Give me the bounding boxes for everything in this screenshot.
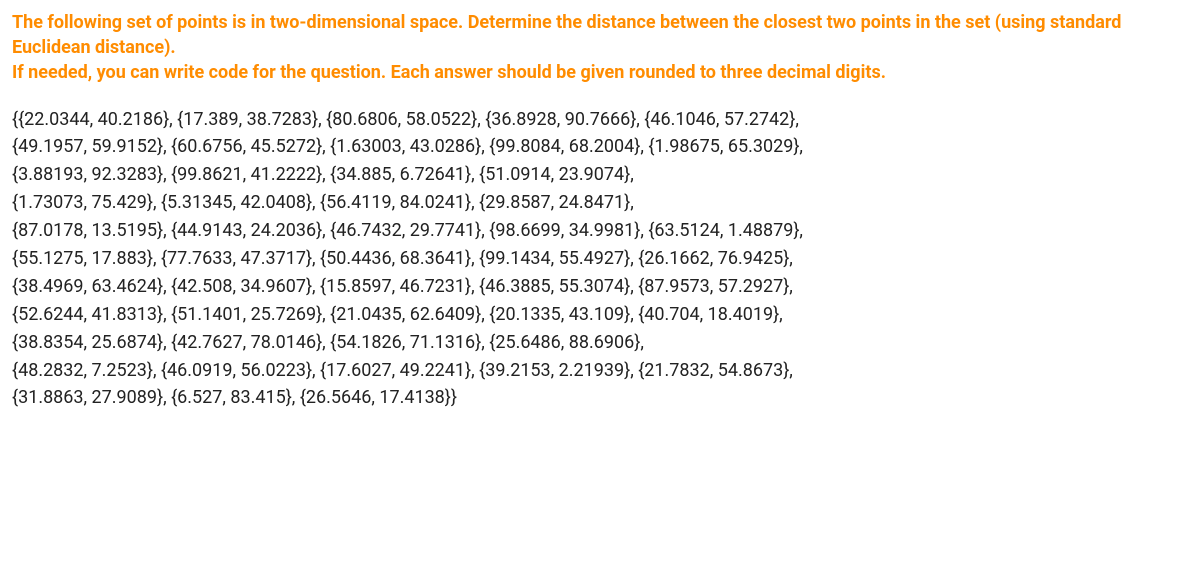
prompt-line-1: The following set of points is in two-di… (12, 12, 1121, 58)
question-prompt: The following set of points is in two-di… (12, 10, 1188, 86)
data-line: {38.8354, 25.6874}, {42.7627, 78.0146}, … (12, 329, 1122, 357)
data-line: {1.73073, 75.429}, {5.31345, 42.0408}, {… (12, 189, 1122, 217)
data-line: {48.2832, 7.2523}, {46.0919, 56.0223}, {… (12, 357, 1122, 385)
data-line: {55.1275, 17.883}, {77.7633, 47.3717}, {… (12, 245, 1122, 273)
data-line: {49.1957, 59.9152}, {60.6756, 45.5272}, … (12, 133, 1122, 161)
prompt-line-2: If needed, you can write code for the qu… (12, 62, 886, 83)
data-line: {52.6244, 41.8313}, {51.1401, 25.7269}, … (12, 301, 1122, 329)
points-data-block: {{22.0344, 40.2186}, {17.389, 38.7283}, … (12, 106, 1122, 413)
data-line: {31.8863, 27.9089}, {6.527, 83.415}, {26… (12, 384, 1122, 412)
data-line: {{22.0344, 40.2186}, {17.389, 38.7283}, … (12, 106, 1122, 134)
data-line: {87.0178, 13.5195}, {44.9143, 24.2036}, … (12, 217, 1122, 245)
data-line: {38.4969, 63.4624}, {42.508, 34.9607}, {… (12, 273, 1122, 301)
data-line: {3.88193, 92.3283}, {99.8621, 41.2222}, … (12, 161, 1122, 189)
